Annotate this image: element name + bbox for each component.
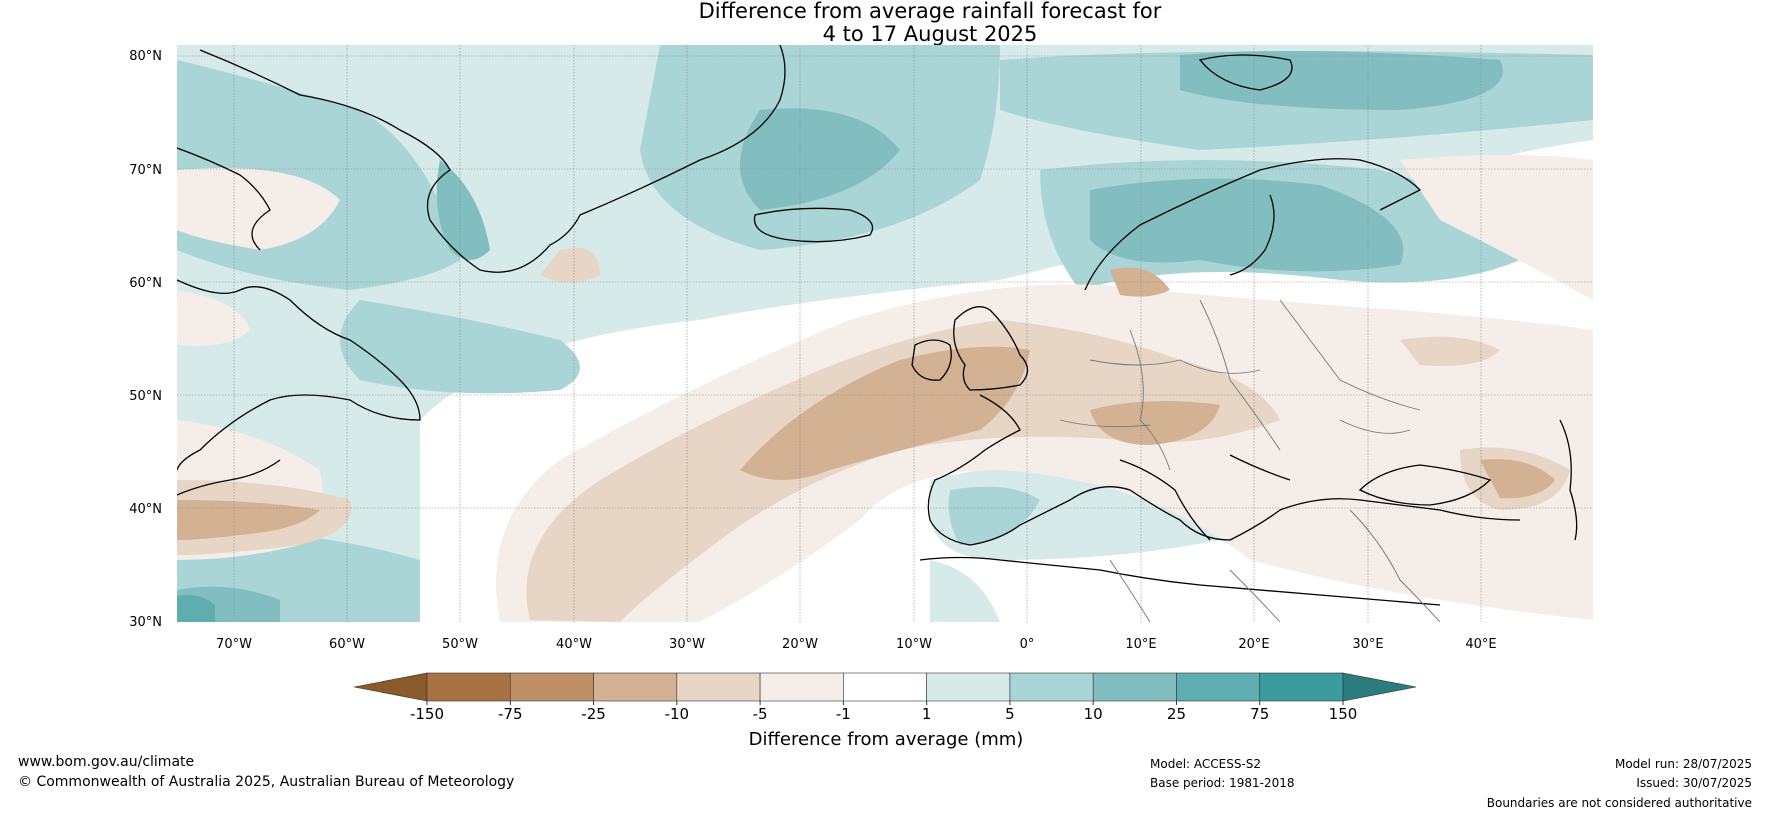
colorbar-tick-label: -75	[498, 705, 523, 723]
colorbar-tick-label: 1	[922, 705, 932, 723]
colorbar-segment	[1259, 672, 1344, 702]
forecast-contour-field	[177, 45, 1593, 622]
lon-label: 10°E	[1125, 637, 1156, 652]
lon-label: 20°E	[1238, 637, 1269, 652]
country-borders	[1059, 299, 1441, 622]
colorbar-tick-label: 10	[1084, 705, 1103, 723]
lon-label: 50°W	[442, 637, 478, 652]
colorbar-segment	[759, 672, 844, 702]
lon-label: 20°W	[782, 637, 818, 652]
colorbar-tick-label: -150	[410, 705, 444, 723]
colorbar-segment	[926, 672, 1011, 702]
lon-label: 70°W	[216, 637, 252, 652]
title-line-2: 4 to 17 August 2025	[822, 22, 1038, 46]
footer-copyright: © Commonwealth of Australia 2025, Austra…	[18, 774, 515, 790]
lon-label: 10°W	[896, 637, 932, 652]
colorbar-tick-label: -1	[836, 705, 851, 723]
lon-label: 40°E	[1465, 637, 1496, 652]
footer-model-run: Model run: 28/07/2025	[1614, 757, 1752, 771]
lat-label: 80°N	[129, 49, 162, 64]
lat-label: 50°N	[129, 389, 162, 404]
colorbar-segment	[593, 672, 678, 702]
lon-label: 40°W	[556, 637, 592, 652]
lon-label: 0°	[1020, 637, 1035, 652]
colorbar-segment	[426, 672, 511, 702]
lon-label: 30°E	[1352, 637, 1383, 652]
colorbar-tick-label: 5	[1005, 705, 1015, 723]
coastlines	[177, 45, 1578, 606]
title-line-1: Difference from average rainfall forecas…	[698, 0, 1162, 23]
colorbar-tick-label: 25	[1167, 705, 1186, 723]
colorbar-segment	[843, 672, 927, 702]
colorbar-extend-low	[353, 672, 428, 702]
colorbar-segment	[676, 672, 761, 702]
lat-label: 40°N	[129, 502, 162, 517]
lat-label: 60°N	[129, 276, 162, 291]
lon-label: 60°W	[329, 637, 365, 652]
footer-model: Model: ACCESS-S2	[1150, 757, 1262, 771]
footer-issued: Issued: 30/07/2025	[1636, 776, 1752, 790]
lat-label: 30°N	[129, 615, 162, 630]
lon-label: 30°W	[669, 637, 705, 652]
colorbar-tick-label: -5	[753, 705, 768, 723]
colorbar-segment	[1092, 672, 1177, 702]
colorbar-tick-label: 150	[1329, 705, 1358, 723]
footer-disclaimer: Boundaries are not considered authoritat…	[1486, 796, 1752, 810]
colorbar-extend-high	[1342, 672, 1417, 702]
colorbar-tick-label: 75	[1250, 705, 1269, 723]
latitude-labels: 80°N 70°N 60°N 50°N 40°N 30°N	[129, 49, 162, 630]
colorbar-segment	[509, 672, 594, 702]
longitude-labels: 70°W 60°W 50°W 40°W 30°W 20°W 10°W 0° 10…	[216, 637, 1497, 652]
map-title: Difference from average rainfall forecas…	[0, 0, 1770, 46]
colorbar-segment	[1176, 672, 1261, 702]
graticule	[177, 45, 1593, 622]
footer-website[interactable]: www.bom.gov.au/climate	[18, 754, 195, 770]
lat-label: 70°N	[129, 163, 162, 178]
colorbar: -150 -75 -25 -10 -5 -1 1 5 10 25 75 150	[353, 672, 1417, 723]
footer-base-period: Base period: 1981-2018	[1150, 776, 1295, 790]
colorbar-tick-label: -10	[665, 705, 690, 723]
colorbar-segment	[1009, 672, 1094, 702]
colorbar-label: Difference from average (mm)	[749, 729, 1024, 750]
colorbar-tick-label: -25	[581, 705, 606, 723]
